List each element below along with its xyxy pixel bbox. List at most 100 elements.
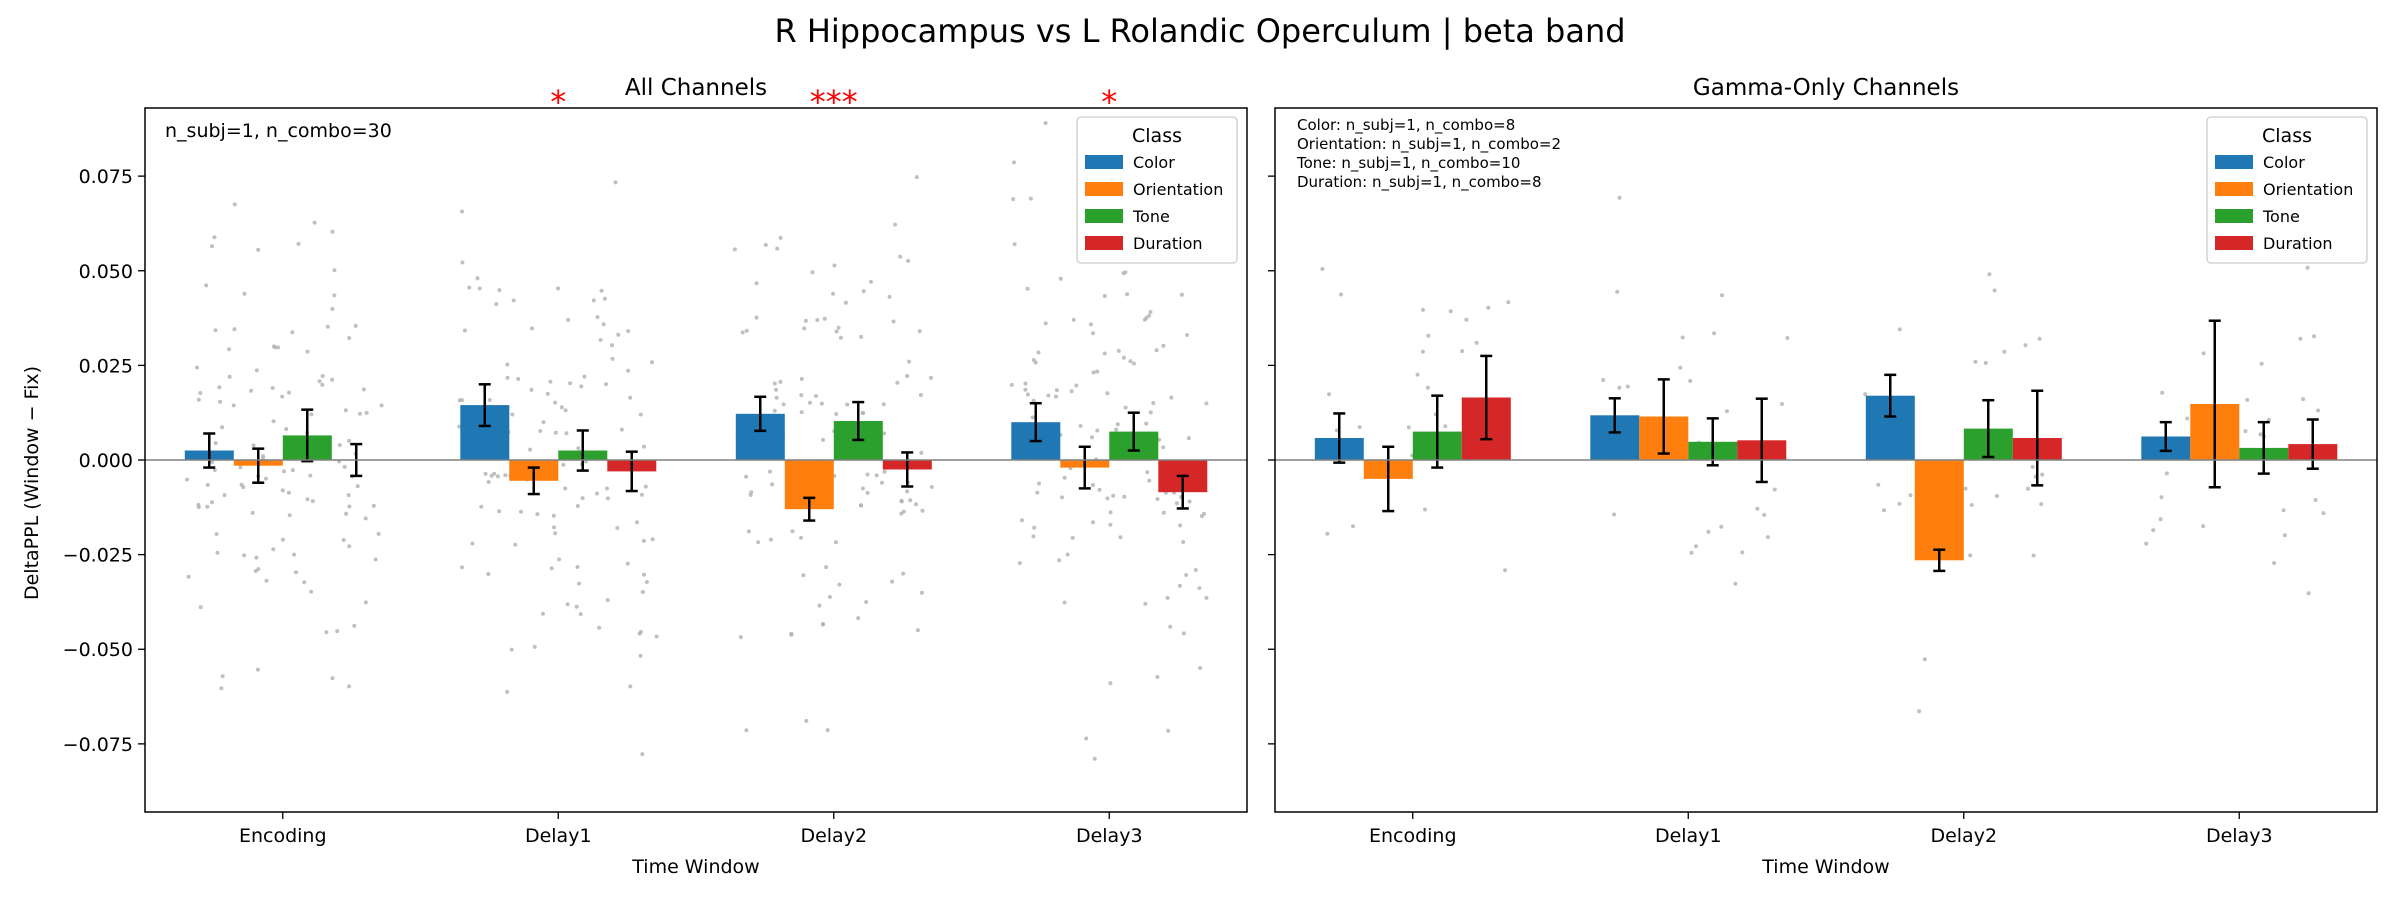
jitter-point <box>528 447 533 452</box>
jitter-point <box>1062 475 1067 480</box>
jitter-point <box>1198 666 1203 670</box>
jitter-point <box>1054 394 1058 399</box>
jitter-point <box>296 241 301 246</box>
jitter-point <box>860 486 865 491</box>
jitter-point <box>494 302 499 307</box>
jitter-point <box>778 379 783 384</box>
jitter-point <box>505 362 510 367</box>
x-tick-label: Delay3 <box>2206 825 2273 847</box>
jitter-point <box>347 336 352 340</box>
jitter-point <box>264 476 268 481</box>
jitter-point <box>457 398 462 403</box>
x-axis-label: Time Window <box>1761 856 1889 878</box>
jitter-point <box>827 595 832 599</box>
jitter-point <box>1963 486 1968 491</box>
jitter-point <box>899 511 904 516</box>
jitter-point <box>640 590 645 594</box>
jitter-point <box>1023 387 1028 392</box>
jitter-point <box>638 412 643 417</box>
jitter-point <box>2305 265 2310 270</box>
jitter-point <box>1897 327 1902 332</box>
jitter-point <box>227 347 232 352</box>
jitter-point <box>1464 317 1469 322</box>
jitter-point <box>1357 425 1362 430</box>
jitter-point <box>1091 520 1095 525</box>
jitter-point <box>505 689 510 694</box>
jitter-point <box>1506 300 1511 305</box>
jitter-point <box>799 535 803 540</box>
jitter-point <box>1204 401 1209 406</box>
jitter-point <box>642 444 647 449</box>
jitter-point <box>1128 359 1133 364</box>
jitter-point <box>287 513 292 518</box>
jitter-point <box>616 332 621 337</box>
jitter-point <box>2312 334 2316 339</box>
jitter-point <box>2281 508 2286 513</box>
jitter-point <box>1420 349 1425 354</box>
jitter-point <box>250 510 255 515</box>
bar-orientation-delay2 <box>1914 460 1964 561</box>
jitter-point <box>781 402 786 407</box>
jitter-point <box>489 473 494 478</box>
jitter-point <box>1131 361 1136 366</box>
jitter-point <box>920 508 925 513</box>
x-tick-label: Encoding <box>239 825 327 847</box>
jitter-point <box>1995 494 1999 498</box>
jitter-point <box>1116 348 1121 353</box>
jitter-point <box>1406 425 1411 430</box>
jitter-point <box>497 288 502 293</box>
jitter-point <box>1421 307 1425 312</box>
jitter-point <box>271 547 276 552</box>
jitter-point <box>654 634 659 639</box>
jitter-point <box>1088 322 1093 327</box>
jitter-point <box>503 473 508 478</box>
jitter-point <box>1161 510 1166 515</box>
jitter-point <box>294 570 298 575</box>
jitter-point <box>626 329 631 334</box>
jitter-point <box>557 557 562 562</box>
jitter-point <box>1023 381 1028 386</box>
jitter-point <box>1091 370 1096 375</box>
jitter-point <box>1102 351 1107 356</box>
jitter-point <box>1151 401 1156 405</box>
jitter-point <box>1105 391 1110 396</box>
jitter-point <box>337 443 342 448</box>
jitter-point <box>1987 272 1992 277</box>
legend-label: Tone <box>1132 207 1170 226</box>
panel-gamma-only-channels: Gamma-Only Channels Encoding Delay1 Delay2 D… <box>1268 75 2378 878</box>
y-tick-label: 0.025 <box>79 355 133 377</box>
jitter-point <box>919 590 924 595</box>
jitter-point <box>309 589 314 594</box>
jitter-point <box>344 511 349 516</box>
jitter-point <box>808 400 812 405</box>
jitter-point <box>595 315 600 320</box>
jitter-point <box>1030 415 1035 420</box>
jitter-point <box>1719 524 1724 529</box>
jitter-point <box>917 329 922 334</box>
jitter-point <box>1102 294 1107 298</box>
legend-swatch-tone <box>2215 209 2253 223</box>
jitter-point <box>1712 331 1717 336</box>
jitter-point <box>1145 470 1150 475</box>
jitter-point <box>770 482 775 487</box>
jitter-point <box>519 509 523 514</box>
jitter-point <box>1114 427 1119 432</box>
jitter-point <box>650 537 655 542</box>
jitter-point <box>778 235 783 240</box>
jitter-point <box>628 684 633 689</box>
jitter-point <box>1169 395 1174 400</box>
jitter-point <box>198 605 203 610</box>
x-tick-label: Delay3 <box>1076 825 1143 847</box>
jitter-point <box>2201 524 2206 529</box>
jitter-point <box>641 538 646 543</box>
jitter-point <box>2306 591 2311 596</box>
jitter-point <box>838 335 843 340</box>
jitter-point <box>2282 533 2287 538</box>
legend-label: Color <box>1133 153 1175 172</box>
jitter-point <box>516 377 521 381</box>
jitter-point <box>530 326 535 331</box>
jitter-point <box>1161 445 1166 450</box>
jitter-point <box>890 579 895 584</box>
legend-label: Tone <box>2262 207 2300 226</box>
jitter-point <box>218 399 223 404</box>
